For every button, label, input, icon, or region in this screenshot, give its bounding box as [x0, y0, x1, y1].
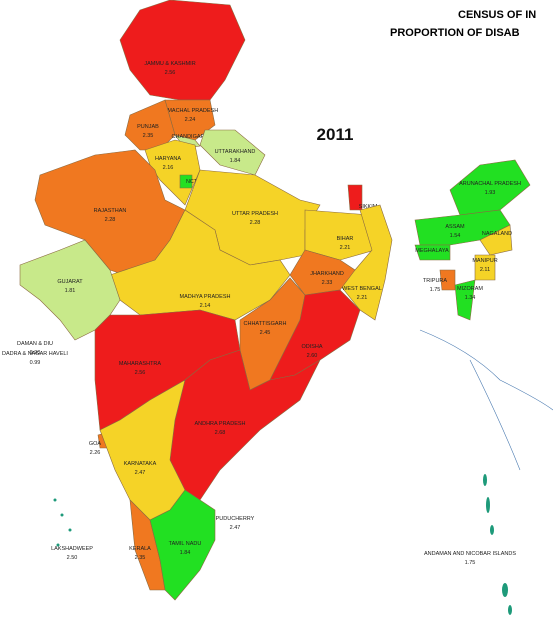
region-shape	[439, 269, 456, 291]
region-name: DADRA & NAGAR HAVELI	[2, 351, 68, 357]
region: MIZORAM 1.34	[454, 279, 483, 321]
region-name: CHANDIGARH	[172, 134, 209, 140]
region: LAKSHADWEEP 2.50	[51, 546, 93, 561]
region-name: JHARKHAND	[310, 271, 344, 277]
region-name: ANDAMAN AND NICOBAR ISLANDS	[424, 551, 516, 557]
region-name: MADHYA PRADESH	[180, 294, 231, 300]
region-value: 2.60	[307, 353, 318, 359]
region-value: 2.14	[200, 303, 211, 309]
region-name: TAMIL NADU	[169, 541, 202, 547]
region: KARNATAKA 2.47	[99, 379, 186, 521]
region: MANIPUR 2.11	[472, 254, 498, 281]
region-value: 2.28	[250, 220, 261, 226]
region-shape	[339, 204, 393, 321]
region-shape	[99, 379, 186, 521]
region-name: HARYANA	[155, 156, 181, 162]
region-value: 1.93	[485, 190, 496, 196]
region-value: 2.11	[480, 267, 490, 273]
region-value: 1.84	[180, 550, 191, 556]
region: DADRA & NAGAR HAVELI 0.99	[2, 351, 68, 366]
region-name: PUDUCHERRY	[216, 516, 255, 522]
region-value: 1.81	[65, 288, 76, 294]
region: DAMAN & DIU 0.90	[17, 341, 53, 356]
region-shape	[149, 489, 216, 601]
region-name: ASSAM	[445, 224, 465, 230]
region: WEST BENGAL 2.21	[339, 204, 393, 321]
region-name: UTTAR PRADESH	[232, 211, 278, 217]
region-value: 2.21	[357, 295, 368, 301]
title-line-1: CENSUS OF IN	[458, 9, 536, 21]
islands	[53, 474, 512, 615]
region-value: 2.26	[90, 450, 101, 456]
region: ANDAMAN AND NICOBAR ISLANDS 1.75	[424, 551, 516, 566]
region-value: 0.90	[30, 350, 41, 356]
region-value: 1.75	[465, 560, 476, 566]
region-name: MAHARASHTRA	[119, 361, 162, 367]
region-name: LAKSHADWEEP	[51, 546, 93, 552]
region-name: ANDHRA PRADESH	[194, 421, 245, 427]
region-shape	[179, 174, 193, 189]
region-name: CHHATTISGARH	[244, 321, 287, 327]
title-line-2: PROPORTION OF DISAB	[390, 27, 520, 39]
region-value: 2.28	[105, 217, 116, 223]
region-value: 2.56	[165, 70, 176, 76]
region-shape	[454, 279, 476, 321]
region: UTTAR PRADESH 2.28	[184, 169, 321, 266]
region-shape	[479, 224, 513, 256]
region-name: UTTARAKHAND	[215, 149, 256, 155]
region-shape	[414, 244, 451, 261]
region-value: 1.75	[430, 287, 441, 293]
region-value: 2.45	[260, 330, 271, 336]
region-name: ODISHA	[301, 344, 322, 350]
region: BIHAR 2.21	[304, 209, 376, 261]
year: 2011	[317, 125, 354, 144]
region-name: TRIPURA	[423, 278, 447, 284]
coast-line	[419, 329, 553, 471]
region-name: BIHAR	[337, 236, 354, 242]
region-value: 2.47	[135, 470, 146, 476]
region: MEGHALAYA	[414, 244, 451, 261]
region-name: PUNJAB	[137, 124, 159, 130]
region-shape	[304, 209, 376, 261]
region-value: 0.99	[30, 360, 41, 366]
region-value: 2.35	[143, 133, 154, 139]
region: PUDUCHERRY 2.47	[216, 516, 255, 531]
region-value: 2.33	[322, 280, 333, 286]
region-name: RAJASTHAN	[94, 208, 127, 214]
region-value: 2.68	[215, 430, 226, 436]
region: ARUNACHAL PRADESH 1.93	[449, 159, 531, 216]
region-value: 2.24	[185, 117, 196, 123]
region-name: MIZORAM	[457, 286, 483, 292]
region-name: NAGALAND	[482, 231, 512, 237]
region-value: 1.84	[230, 158, 241, 164]
region-name: HIMACHAL PRADESH	[162, 108, 218, 114]
region-value: 2.56	[135, 370, 146, 376]
region-name: GUJARAT	[57, 279, 83, 285]
region-value: 1.34	[465, 295, 476, 301]
region: TRIPURA 1.75	[423, 269, 456, 293]
region-name: JAMMU & KASHMIR	[144, 61, 195, 67]
region-value: 2.16	[163, 165, 174, 171]
region-name: KERALA	[129, 546, 151, 552]
region: TAMIL NADU 1.84	[149, 489, 216, 601]
region-name: ARUNACHAL PRADESH	[459, 181, 521, 187]
region-name: KARNATAKA	[124, 461, 157, 467]
region-name: SIKKIM	[359, 204, 378, 210]
region-value: 2.50	[67, 555, 78, 561]
region-name: MANIPUR	[472, 258, 497, 264]
region-value: 2.35	[135, 555, 146, 561]
region-name: GOA	[89, 441, 102, 447]
region-value: 1.54	[450, 233, 461, 239]
region-name: WEST BENGAL	[342, 286, 382, 292]
states: JAMMU & KASHMIR 2.56 HIMACHAL PRADESH 2.24 P…	[2, 0, 531, 601]
region-value: 2.47	[230, 525, 241, 531]
region-name: DAMAN & DIU	[17, 341, 53, 347]
region-name: MEGHALAYA	[415, 248, 449, 254]
region: NAGALAND	[479, 224, 513, 256]
region-value: 2.21	[340, 245, 351, 251]
region-shape	[474, 254, 496, 281]
